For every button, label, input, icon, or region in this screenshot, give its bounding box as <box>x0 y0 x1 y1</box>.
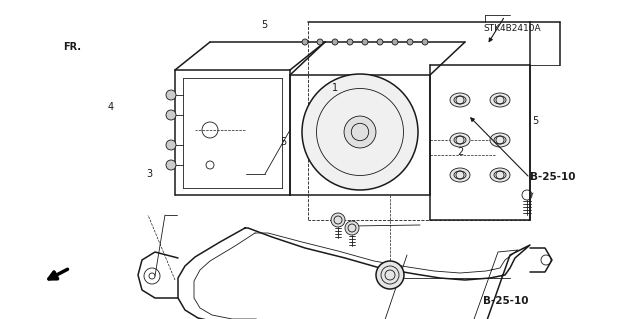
Circle shape <box>362 39 368 45</box>
Circle shape <box>407 39 413 45</box>
Circle shape <box>166 110 176 120</box>
Ellipse shape <box>490 93 510 107</box>
Text: B-25-10: B-25-10 <box>483 296 529 307</box>
Ellipse shape <box>450 168 470 182</box>
Ellipse shape <box>302 74 418 190</box>
Text: FR.: FR. <box>63 42 81 52</box>
Ellipse shape <box>490 133 510 147</box>
Text: 1: 1 <box>332 83 338 93</box>
Circle shape <box>392 39 398 45</box>
Circle shape <box>377 39 383 45</box>
Circle shape <box>332 39 338 45</box>
Ellipse shape <box>344 116 376 148</box>
Text: 2: 2 <box>458 146 464 157</box>
Text: STK4B2410A: STK4B2410A <box>483 24 541 33</box>
Circle shape <box>422 39 428 45</box>
Text: 5: 5 <box>280 137 287 147</box>
Text: 5: 5 <box>261 20 268 30</box>
Circle shape <box>302 39 308 45</box>
Circle shape <box>317 39 323 45</box>
Circle shape <box>166 140 176 150</box>
Circle shape <box>331 213 345 227</box>
Text: 4: 4 <box>108 102 114 112</box>
Text: 5: 5 <box>532 116 539 126</box>
Text: B-25-10: B-25-10 <box>530 172 575 182</box>
Circle shape <box>376 261 404 289</box>
Circle shape <box>345 221 359 235</box>
Ellipse shape <box>490 168 510 182</box>
Circle shape <box>347 39 353 45</box>
Ellipse shape <box>450 133 470 147</box>
Circle shape <box>166 90 176 100</box>
Text: 3: 3 <box>146 169 152 179</box>
Circle shape <box>166 160 176 170</box>
Ellipse shape <box>450 93 470 107</box>
